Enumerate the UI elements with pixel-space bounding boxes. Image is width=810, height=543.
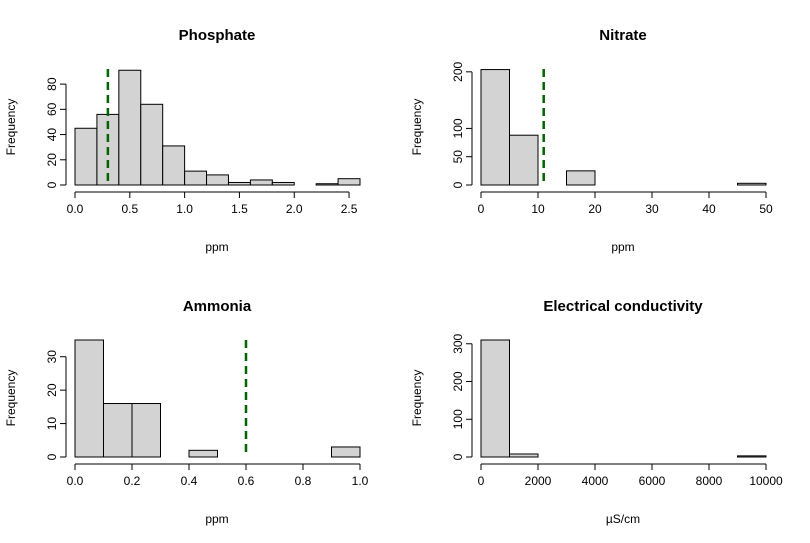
panel-title: Phosphate bbox=[179, 27, 256, 44]
y-tick-label: 0 bbox=[45, 181, 59, 188]
panel-phosphate: Phosphate ppm Frequency 0.0 0.5 1.0 1.5 2.0 2… bbox=[4, 27, 361, 254]
histogram-bar bbox=[315, 183, 339, 186]
x-tick-label: 20 bbox=[588, 202, 602, 216]
histogram-bar bbox=[74, 339, 104, 458]
histogram-bar bbox=[509, 453, 539, 458]
x-axis: 0.0 0.5 1.0 1.5 2.0 2.5 bbox=[67, 191, 358, 216]
x-tick-label: 1.0 bbox=[352, 474, 369, 488]
x-tick-label: 0.4 bbox=[181, 474, 198, 488]
y-tick-label: 0 bbox=[451, 181, 465, 188]
y-axis-label: Frequency bbox=[410, 370, 424, 427]
y-axis: 0 10 20 30 bbox=[45, 350, 67, 460]
y-axis: 0 20 40 60 80 bbox=[45, 77, 67, 188]
y-tick-label: 200 bbox=[451, 371, 465, 391]
x-tick-label: 4000 bbox=[582, 474, 609, 488]
y-axis: 0 100 200 300 bbox=[451, 333, 473, 460]
bars bbox=[480, 339, 767, 458]
y-tick-label: 300 bbox=[451, 333, 465, 353]
y-tick-label: 200 bbox=[451, 61, 465, 81]
y-tick-label: 10 bbox=[45, 417, 59, 431]
histogram-bar bbox=[480, 69, 510, 186]
x-tick-label: 0.0 bbox=[67, 474, 84, 488]
histogram-bar bbox=[131, 403, 161, 458]
histogram-bar bbox=[480, 339, 510, 458]
x-tick-label: 2.5 bbox=[341, 202, 358, 216]
x-tick-label: 30 bbox=[645, 202, 659, 216]
x-tick-label: 2.0 bbox=[286, 202, 303, 216]
y-axis-label: Frequency bbox=[4, 370, 18, 427]
y-tick-label: 40 bbox=[45, 128, 59, 142]
panel-title: Electrical conductivity bbox=[543, 298, 703, 315]
x-tick-label: 10000 bbox=[749, 474, 783, 488]
panel-ammonia: Ammonia ppm Frequency 0.0 0.2 0.4 0.6 0.8 1.0… bbox=[4, 298, 369, 526]
histogram-bar bbox=[509, 134, 539, 186]
y-tick-label: 0 bbox=[451, 453, 465, 460]
x-tick-label: 50 bbox=[759, 202, 773, 216]
x-tick-label: 0.8 bbox=[295, 474, 312, 488]
panel-nitrate: Nitrate ppm Frequency 0 10 20 30 40 50 0 50 100… bbox=[410, 27, 773, 254]
x-axis: 0 2000 4000 6000 8000 10000 bbox=[478, 463, 783, 488]
histogram-bar bbox=[184, 170, 208, 186]
x-tick-label: 1.5 bbox=[231, 202, 248, 216]
y-tick-label: 0 bbox=[45, 453, 59, 460]
histogram-bar bbox=[737, 455, 767, 458]
histogram-bar bbox=[566, 170, 596, 186]
histogram-bar bbox=[162, 145, 186, 186]
x-tick-label: 0 bbox=[478, 474, 485, 488]
histogram-bar bbox=[227, 181, 251, 186]
y-tick-label: 100 bbox=[451, 409, 465, 429]
x-tick-label: 2000 bbox=[525, 474, 552, 488]
histogram-bar bbox=[206, 174, 229, 186]
y-tick-label: 80 bbox=[45, 77, 59, 91]
histogram-bar bbox=[271, 181, 295, 186]
histogram-bar bbox=[140, 103, 164, 186]
bars bbox=[74, 339, 361, 458]
y-axis-label: Frequency bbox=[4, 99, 18, 156]
bars bbox=[480, 69, 767, 186]
x-tick-label: 0 bbox=[478, 202, 485, 216]
y-axis: 0 50 100 200 bbox=[451, 61, 473, 188]
x-tick-label: 10 bbox=[531, 202, 545, 216]
panel-title: Ammonia bbox=[183, 298, 252, 315]
x-axis: 0 10 20 30 40 50 bbox=[478, 191, 773, 216]
x-axis-label: ppm bbox=[205, 512, 228, 526]
histogram-bar bbox=[249, 179, 273, 186]
histogram-bar bbox=[737, 182, 767, 186]
panel-title: Nitrate bbox=[599, 27, 647, 44]
panel-electrical-conductivity: Electrical conductivity µS/cm Frequency … bbox=[410, 298, 783, 526]
x-axis-label: ppm bbox=[611, 240, 634, 254]
x-axis-label: µS/cm bbox=[606, 512, 640, 526]
x-tick-label: 8000 bbox=[696, 474, 723, 488]
y-tick-label: 50 bbox=[451, 150, 465, 164]
x-tick-label: 0.2 bbox=[124, 474, 141, 488]
x-tick-label: 0.6 bbox=[238, 474, 255, 488]
x-tick-label: 6000 bbox=[639, 474, 666, 488]
y-tick-label: 100 bbox=[451, 118, 465, 138]
histogram-bar bbox=[103, 403, 133, 458]
y-tick-label: 20 bbox=[45, 383, 59, 397]
histogram-bar bbox=[337, 178, 361, 186]
y-tick-label: 20 bbox=[45, 153, 59, 167]
x-tick-label: 0.5 bbox=[121, 202, 138, 216]
x-axis: 0.0 0.2 0.4 0.6 0.8 1.0 bbox=[67, 463, 369, 488]
histogram-bar bbox=[118, 69, 142, 186]
x-axis-label: ppm bbox=[205, 240, 228, 254]
y-tick-label: 30 bbox=[45, 350, 59, 364]
y-axis-label: Frequency bbox=[410, 99, 424, 156]
x-tick-label: 1.0 bbox=[176, 202, 193, 216]
histogram-bar bbox=[188, 449, 218, 458]
histogram-bar bbox=[331, 446, 361, 458]
y-tick-label: 60 bbox=[45, 102, 59, 116]
x-tick-label: 0.0 bbox=[67, 202, 84, 216]
x-tick-label: 40 bbox=[702, 202, 716, 216]
histogram-bar bbox=[74, 127, 98, 186]
